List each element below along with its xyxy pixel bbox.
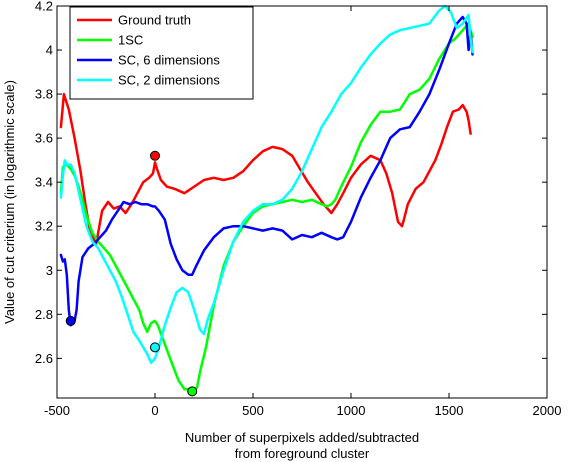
x-tick-label: -500 [44, 403, 70, 418]
y-tick-label: 4.2 [35, 0, 53, 14]
x-axis-label-line-1: Number of superpixels added/subtracted [185, 430, 419, 445]
series-marker-1sc [187, 386, 198, 397]
legend-label-ground-truth: Ground truth [118, 13, 191, 28]
y-tick-label: 3.4 [35, 175, 53, 190]
marker-layer [65, 150, 198, 397]
y-tick-label: 3.8 [35, 87, 53, 102]
legend-box [69, 6, 254, 100]
series-line-sc-6-dimensions [59, 15, 474, 327]
x-tick-label: 500 [242, 403, 264, 418]
y-tick-label: 2.8 [35, 307, 53, 322]
x-tick-label: 2000 [533, 403, 562, 418]
legend-label-sc-6-dimensions: SC, 6 dimensions [118, 53, 220, 68]
x-axis-label-line-2: from foreground cluster [235, 446, 370, 461]
y-tick-label: 3.6 [35, 131, 53, 146]
y-tick-label: 4 [46, 43, 53, 58]
series-layer [59, 4, 474, 393]
series-line-sc-2-dimensions [59, 4, 474, 365]
x-tick-label: 0 [151, 403, 158, 418]
y-tick-label: 2.6 [35, 351, 53, 366]
x-tick-label: 1500 [435, 403, 464, 418]
legend-label-sc-2-dimensions: SC, 2 dimensions [118, 73, 220, 88]
legend-label-1sc: 1SC [118, 33, 143, 48]
series-line-ground-truth [59, 92, 472, 246]
y-axis-label: Value of cut criterium (in logarithmic s… [2, 80, 17, 324]
series-marker-sc-2-dimensions [150, 342, 160, 353]
y-tick-label: 3 [46, 263, 53, 278]
series-marker-ground-truth [150, 150, 160, 161]
plot-frame [56, 5, 548, 399]
y-tick-label: 3.2 [35, 219, 53, 234]
tick-layer: -500 0 500 1000 1500 2000 2.6 2.8 3 3.2 3.4 3.6 3.8 4… [35, 0, 562, 418]
x-tick-label: 1000 [337, 403, 366, 418]
legend: Ground truth 1SC SC, 6 dimensions SC, 2 dim… [69, 6, 254, 100]
series-marker-sc-6-dimensions [65, 315, 76, 326]
